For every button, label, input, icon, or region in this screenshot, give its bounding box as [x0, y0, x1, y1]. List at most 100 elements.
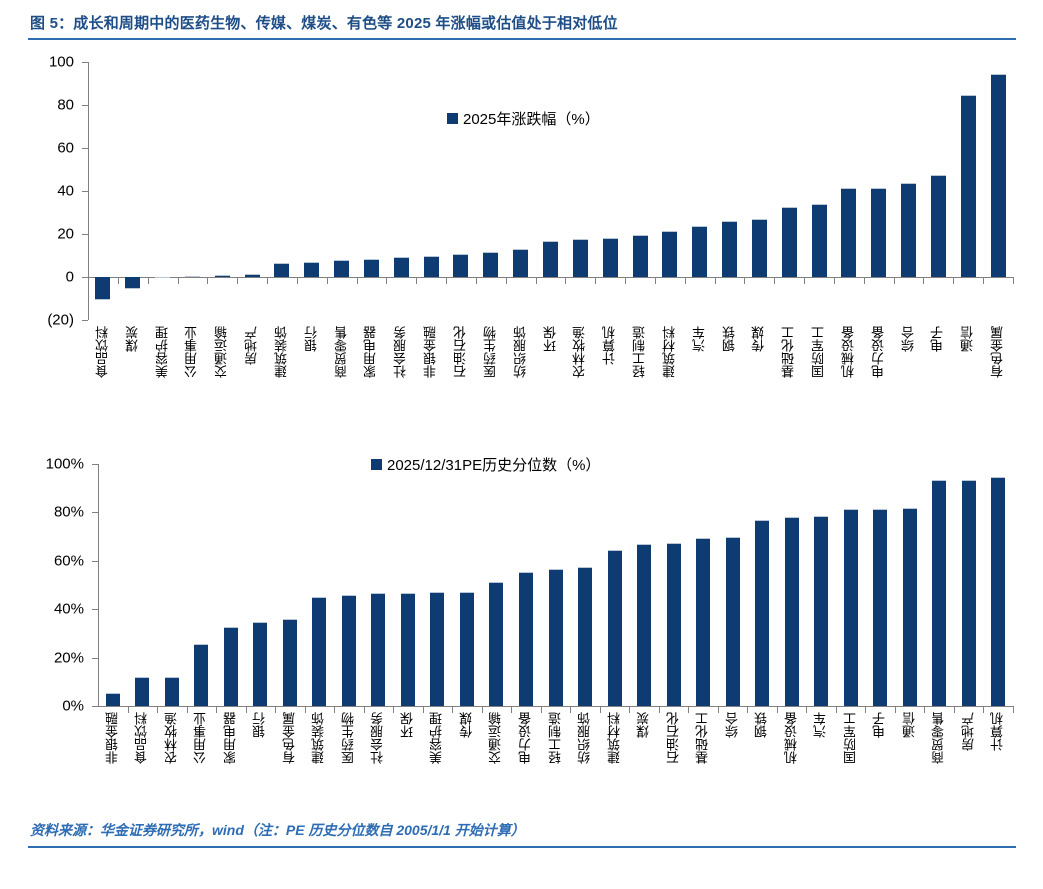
x-tick-mark [481, 706, 483, 713]
x-tick-mark [893, 277, 895, 284]
x-axis-label: 交通运输 [488, 712, 504, 764]
x-tick-mark [475, 277, 477, 284]
x-tick-mark [806, 706, 808, 713]
x-axis-label: 汽车 [813, 712, 829, 738]
page-title: 图 5：成长和周期中的医药生物、传媒、煤炭、有色等 2025 年涨幅或估值处于相… [30, 15, 618, 32]
x-tick-mark [983, 706, 985, 713]
x-tick-mark [953, 706, 955, 713]
x-tick-mark [863, 277, 865, 284]
x-axis-label: 通信 [901, 712, 917, 738]
legend-swatch-icon [447, 113, 458, 124]
x-tick-mark [356, 277, 358, 284]
bar [696, 538, 711, 706]
x-axis-label: 电力设备 [870, 326, 886, 378]
x-tick-mark [983, 277, 985, 284]
source-note: 资料来源：华金证券研究所，wind（注：PE 历史分位数自 2005/1/1 开… [30, 822, 525, 838]
bar [548, 568, 563, 706]
x-axis-baseline [88, 277, 1013, 278]
y-tick-label: 40% [53, 600, 84, 618]
bar [990, 73, 1006, 277]
chart-pe-plot: 0% 20% 40% 60% 80% 100% [46, 456, 1014, 715]
x-tick-mark [452, 706, 454, 713]
bar [95, 277, 111, 300]
x-tick-mark [776, 706, 778, 713]
x-axis-label: 建筑材料 [661, 326, 677, 378]
x-tick-mark [177, 277, 179, 284]
x-tick-mark [304, 706, 306, 713]
bar [755, 520, 770, 706]
bar [274, 263, 290, 277]
y-tick-label: 80 [57, 96, 74, 114]
x-tick-mark [127, 706, 129, 713]
bar [666, 543, 681, 706]
x-axis-label: 房地产 [960, 712, 976, 751]
bar [811, 204, 827, 277]
bar [282, 618, 297, 706]
y-tick-label: 80% [53, 503, 84, 521]
y-axis-line [98, 464, 99, 706]
x-axis-label: 纺织服饰 [512, 326, 528, 378]
bar [991, 477, 1006, 706]
bar [578, 566, 593, 706]
legend-swatch-icon [371, 459, 382, 470]
x-tick-mark [654, 277, 656, 284]
bar [155, 277, 171, 278]
x-tick-mark [865, 706, 867, 713]
x-tick-mark [393, 706, 395, 713]
bar [453, 253, 469, 277]
bar [423, 255, 439, 277]
x-tick-mark [207, 277, 209, 284]
bar [607, 549, 622, 706]
bar [244, 273, 260, 277]
x-axis-label: 轻工制造 [547, 712, 563, 764]
y-tick-label: 20% [53, 649, 84, 667]
bar [105, 692, 120, 706]
x-tick-mark [147, 277, 149, 284]
chart-pe-percentile: 2025/12/31PE历史分位数（%） 0% 20% 40% 60% 80% 100% … [0, 448, 1043, 818]
x-axis-label: 机械设备 [783, 712, 799, 764]
x-tick-mark [923, 277, 925, 284]
x-axis-label: 钢铁 [721, 326, 737, 352]
x-tick-mark [833, 277, 835, 284]
x-axis-label: 环保 [542, 326, 558, 352]
x-tick-mark [684, 277, 686, 284]
x-axis-label: 医药生物 [340, 712, 356, 764]
x-axis-label: 房地产 [244, 326, 260, 365]
bar [784, 517, 799, 706]
x-axis-label: 非银金融 [104, 712, 120, 764]
x-tick-mark [416, 277, 418, 284]
y-tick-mark [82, 148, 88, 149]
x-axis-label: 银行 [252, 712, 268, 738]
x-tick-mark [894, 706, 896, 713]
x-tick-mark [511, 706, 513, 713]
x-tick-mark [804, 277, 806, 284]
bar [459, 592, 474, 706]
x-tick-mark [595, 277, 597, 284]
x-axis-label: 国防军工 [842, 712, 858, 764]
bar [841, 188, 857, 277]
chart-returns-legend: 2025年涨跌幅（%） [447, 108, 600, 129]
x-axis-label: 传媒 [751, 326, 767, 352]
y-tick-mark [92, 609, 98, 611]
x-axis-baseline [98, 706, 1013, 707]
x-axis-label: 食品饮料 [134, 712, 150, 764]
bar [932, 479, 947, 706]
bar [304, 262, 320, 277]
x-tick-mark [688, 706, 690, 713]
x-axis-label: 农林牧渔 [163, 712, 179, 764]
bar [223, 626, 238, 706]
x-axis-label: 医药生物 [482, 326, 498, 378]
x-axis-label: 综合 [724, 712, 740, 738]
x-axis-label: 美容护理 [154, 326, 170, 378]
x-axis-label: 家用电器 [363, 326, 379, 378]
bar [902, 507, 917, 706]
x-tick-mark [774, 277, 776, 284]
x-axis-label: 农林牧渔 [572, 326, 588, 378]
x-tick-mark [186, 706, 188, 713]
x-tick-mark [744, 277, 746, 284]
y-tick-mark [82, 191, 88, 192]
x-axis-label: 综合 [900, 326, 916, 352]
x-axis-label: 通信 [960, 326, 976, 352]
x-tick-mark [535, 277, 537, 284]
y-tick-label: 40 [57, 182, 74, 200]
